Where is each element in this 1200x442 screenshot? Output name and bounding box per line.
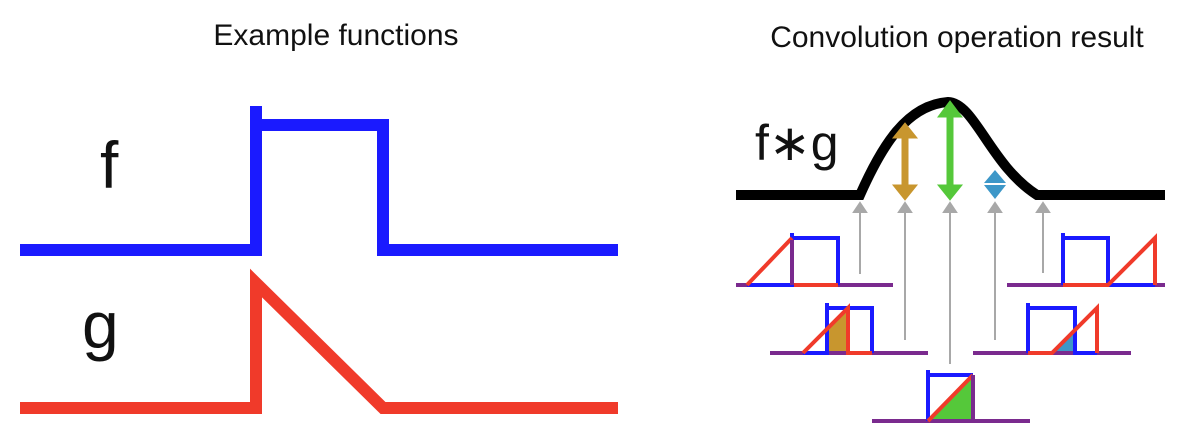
g-function-curve [20,268,618,414]
overlap-snapshot-1 [736,233,893,287]
right-title: Convolution operation result [770,21,1144,54]
left-title: Example functions [213,19,458,52]
f-label: f [100,128,119,202]
result-label: f∗g [755,115,839,171]
pointer-arrows [852,201,1051,364]
peak-value-arrow [936,100,964,201]
f-function-curve [20,119,618,256]
overlap-snapshot-4 [973,303,1131,355]
overlap-snapshot-5 [1007,233,1165,287]
overlap-snapshot-2 [770,303,928,355]
small-value-arrow [984,170,1006,199]
convolution-result-curve [736,96,1165,200]
partial-overlap-area [827,308,848,353]
partial-value-arrow [891,122,919,201]
g-label: g [82,288,119,362]
overlap-snapshot-3 [872,370,1030,423]
